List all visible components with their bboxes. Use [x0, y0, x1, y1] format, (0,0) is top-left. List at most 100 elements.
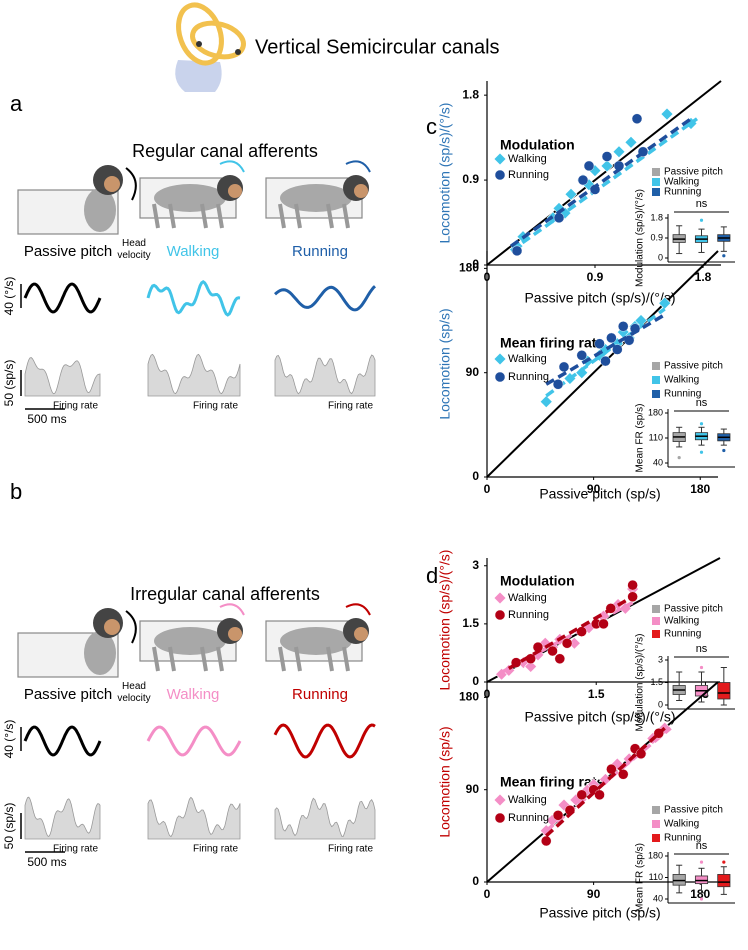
velocity-trace	[146, 279, 241, 317]
head-velocity-label: Head velocity	[117, 681, 151, 704]
outlier	[722, 254, 726, 258]
y-tick-label: 1.5	[462, 616, 479, 630]
legend-marker	[494, 609, 506, 621]
rate-scale-label: 50 (sp/s)	[2, 803, 16, 850]
data-point	[564, 187, 578, 201]
x-tick-label: 180	[690, 482, 710, 496]
panel-letter: b	[10, 479, 22, 504]
data-point	[606, 332, 617, 344]
firing-rate-label: Firing rate	[193, 401, 238, 412]
chart-title: Mean firing rate	[500, 774, 604, 790]
firing-rate-label: Firing rate	[328, 401, 373, 412]
legend-label: Running	[508, 169, 549, 181]
rotation-arrow	[125, 167, 137, 201]
y-tick-label: 0	[658, 699, 663, 709]
data-point	[561, 638, 573, 649]
regression-line	[500, 601, 634, 674]
inset-y-label: Mean FR (sp/s)	[635, 404, 646, 473]
data-point	[618, 321, 629, 332]
x-tick-label: 180	[690, 887, 710, 901]
chart-title: Modulation	[500, 137, 575, 153]
y-tick-label: 110	[649, 872, 663, 882]
y-tick-label: 0	[472, 874, 479, 888]
outlier	[699, 665, 704, 670]
legend-marker	[494, 812, 506, 824]
legend-label: Running	[508, 609, 549, 621]
legend-swatch	[652, 605, 660, 613]
x-tick-label: 0.9	[587, 270, 604, 284]
data-point	[541, 835, 552, 847]
panel-letter: c	[426, 114, 437, 139]
y-tick-label: 110	[649, 432, 663, 442]
rotation-arrow	[345, 160, 371, 173]
outlier	[722, 860, 726, 864]
legend-marker	[493, 591, 507, 605]
legend-swatch	[652, 168, 660, 176]
monkey-body	[154, 627, 226, 655]
condition-label: Running	[292, 243, 348, 260]
outlier	[699, 897, 704, 901]
data-point	[576, 789, 587, 801]
velocity-trace	[274, 285, 376, 312]
monkey-leg	[216, 203, 224, 229]
condition-label: Walking	[167, 686, 220, 703]
head-velocity-label: Head velocity	[117, 238, 151, 261]
legend-label: Running	[664, 833, 701, 844]
legend-marker	[493, 152, 507, 166]
y-tick-label: 40	[653, 457, 663, 467]
monkey-face	[354, 627, 368, 641]
chart-title: Modulation	[500, 573, 575, 589]
legend-swatch	[652, 362, 660, 370]
velocity-trace	[273, 723, 376, 759]
data-point	[539, 395, 553, 409]
data-point	[552, 379, 564, 390]
regression-line	[545, 313, 666, 386]
rotation-arrow	[125, 610, 137, 644]
monkey-face	[228, 627, 242, 641]
monkey-leg	[168, 646, 176, 672]
panel-letter: d	[426, 563, 438, 588]
data-point	[594, 338, 605, 349]
data-point	[583, 160, 595, 172]
monkey-illustration	[139, 160, 245, 229]
data-point	[601, 151, 613, 162]
y-tick-label: 0	[472, 257, 479, 271]
monkey-illustration	[17, 165, 137, 235]
data-point	[618, 769, 629, 780]
monkey-leg	[294, 203, 302, 229]
inset-y-label: Modulation (sp/s)/(°/s)	[635, 189, 646, 287]
monkey-illustration	[265, 160, 371, 229]
monkey-body	[84, 188, 116, 232]
y-tick-label: 0	[472, 469, 479, 483]
data-point	[554, 653, 566, 664]
legend-swatch	[652, 820, 660, 828]
data-point	[606, 763, 617, 775]
firing-rate-label: Firing rate	[53, 401, 98, 412]
y-tick-label: 90	[466, 782, 480, 796]
x-axis-label: Passive pitch (sp/s)	[539, 486, 660, 502]
monkey-face	[354, 184, 368, 198]
legend-swatch	[652, 178, 660, 186]
y-tick-label: 3	[658, 654, 663, 664]
legend-swatch	[652, 376, 660, 384]
regression-line	[545, 726, 672, 833]
header-title: Vertical Semicircular canals	[255, 36, 500, 58]
y-tick-label: 0.9	[462, 172, 479, 186]
data-point	[577, 174, 589, 186]
regression-line	[545, 726, 666, 838]
monkey-leg	[326, 203, 334, 229]
significance-label: ns	[696, 198, 708, 210]
monkey-body	[84, 631, 116, 675]
y-tick-label: 1.8	[650, 212, 663, 222]
legend-marker	[494, 169, 506, 181]
outlier	[677, 456, 681, 460]
x-tick-label: 0	[484, 887, 491, 901]
monkey-leg	[326, 646, 334, 672]
data-point	[612, 344, 623, 355]
inset-y-label: Modulation (sp/s)/(°/s)	[635, 634, 646, 732]
y-axis-label: Locomotion (sp/s)/(°/s)	[437, 550, 453, 691]
rate-scale-label: 50 (sp/s)	[2, 360, 16, 407]
legend-swatch	[652, 834, 660, 842]
monkey-leg	[200, 203, 208, 229]
